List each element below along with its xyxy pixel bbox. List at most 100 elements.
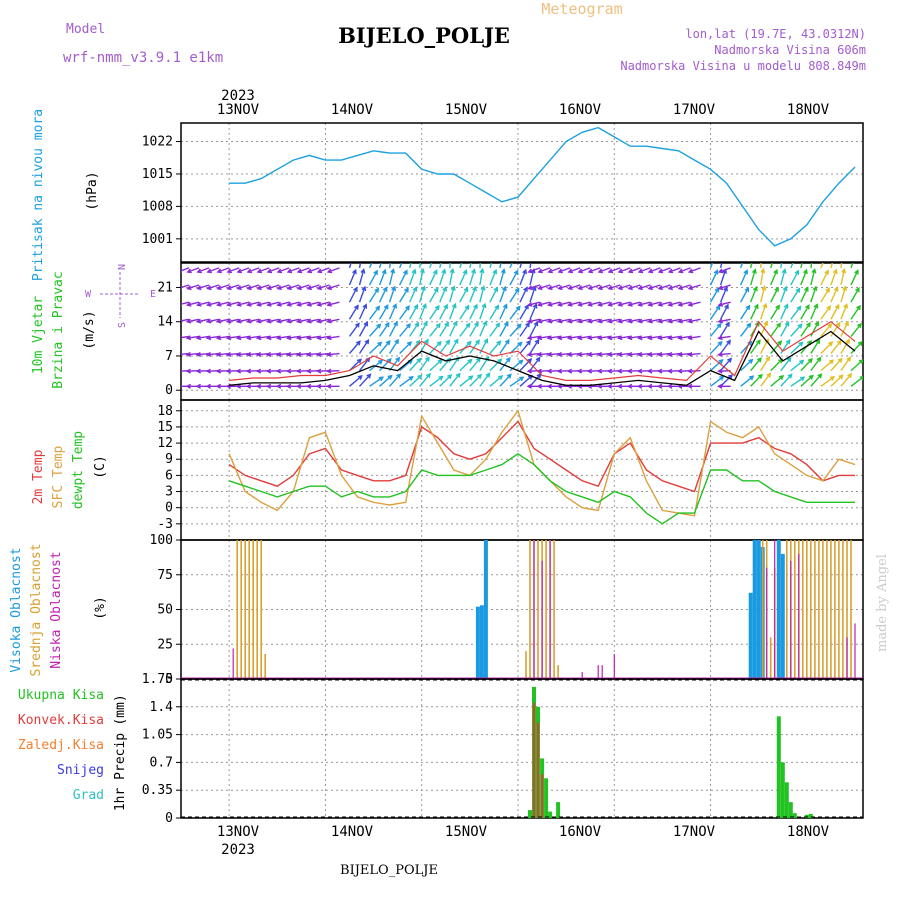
wind-arrow (509, 306, 521, 320)
wind-arrow-head (246, 318, 252, 324)
wind-arrow-head (744, 286, 749, 293)
wind-arrow (247, 318, 260, 323)
wind-arrow-head (255, 351, 262, 357)
year-label-bottom: 2023 (221, 842, 255, 858)
wind-arrow-head (443, 303, 448, 310)
wind-arrow-head (547, 301, 553, 307)
wind-arrow-head (387, 374, 393, 380)
wind-arrow (558, 352, 571, 356)
cloud-bar-mid (842, 540, 844, 679)
wind-arrow-head (466, 340, 472, 346)
wind-arrow-head (366, 373, 372, 379)
wind-arrow-head (748, 358, 754, 364)
wind-arrow-head (494, 304, 500, 310)
wind-arrow-head (392, 303, 397, 309)
wind-compass: N W E S (85, 264, 156, 328)
wind-arrow (439, 269, 446, 286)
wind-arrow (668, 267, 681, 273)
wind-arrow (688, 318, 701, 323)
wind-arrow-head (786, 356, 792, 363)
wind-arrow-head (724, 303, 729, 310)
wind-arrow (638, 284, 651, 290)
wind-arrow (348, 269, 357, 286)
wind-arrow-head (763, 320, 769, 326)
wind-arrow (790, 288, 801, 303)
wind-arrow (399, 359, 413, 372)
wind-arrow (429, 263, 433, 269)
wind-arrow-head (527, 358, 533, 364)
wind-arrow (388, 304, 397, 320)
cloud-bar-mid (761, 540, 764, 679)
wind-arrow-head (647, 301, 653, 307)
cloud-bar-mid (822, 540, 824, 679)
wind-arrow (608, 318, 621, 323)
wind-ylabel: 10m Vjetar (31, 296, 46, 374)
wind-arrow-head (506, 373, 512, 379)
wind-arrow (588, 318, 601, 323)
wind-arrow-head (536, 351, 543, 357)
wind-arrow-head (813, 303, 819, 309)
cloud-bar-low (854, 623, 856, 679)
wind-arrow-head (811, 252, 815, 256)
wind-arrow (538, 267, 551, 273)
wind-arrow (830, 340, 842, 354)
wind-arrow-head (677, 268, 684, 274)
wind-arrow (307, 352, 320, 356)
wind-arrow-head (246, 285, 252, 291)
wind-arrow-head (376, 323, 382, 329)
wind-arrow-head (465, 322, 471, 328)
wind-arrow (618, 267, 631, 273)
cloud-bar-high (479, 605, 484, 679)
wind-arrow (840, 304, 848, 320)
wind-arrow-head (546, 368, 553, 374)
wind-arrow (237, 352, 250, 356)
wind-arrow-head (296, 268, 303, 274)
wind-arrow-head (235, 351, 242, 357)
wind-arrow-head (285, 383, 292, 389)
wind-arrow (327, 335, 340, 339)
wind-arrow-head (216, 285, 222, 291)
wind-arrow-head (422, 303, 427, 309)
wind-arrow (449, 286, 455, 303)
y-tick-label: 1008 (142, 199, 173, 214)
wind-arrow-head (596, 335, 603, 341)
cloud-bar-low (798, 553, 800, 679)
wind-arrow (519, 269, 527, 286)
wind-arrow (790, 306, 802, 320)
wind-arrow-head (576, 351, 583, 357)
wind-arrow-head (546, 351, 553, 357)
wind-arrow (419, 321, 428, 337)
wind-arrow (760, 356, 770, 372)
wind-arrow (800, 287, 809, 303)
wind-arrow-head (473, 303, 478, 309)
wind-arrow-head (587, 301, 593, 307)
wind-arrow (568, 267, 581, 273)
cloud-bar-high (776, 540, 781, 679)
wind-arrow (207, 301, 220, 306)
wind-arrow (719, 322, 730, 337)
wind-arrow (237, 267, 250, 273)
wind-arrow (740, 323, 751, 337)
y-tick-label: 14 (157, 315, 173, 330)
wind-arrow (578, 318, 591, 323)
wind-arrow-head (266, 318, 272, 324)
bottom-day-label: 14NOV (331, 824, 374, 840)
precip-bar-total (784, 782, 789, 818)
wind-arrow (187, 335, 200, 339)
wind-arrow (760, 373, 771, 387)
wind-arrow (327, 369, 340, 372)
wind-arrow (780, 374, 793, 387)
wind-arrow-head (566, 351, 573, 357)
wind-arrow (181, 352, 190, 356)
wind-arrow-head (296, 301, 302, 307)
wind-arrow-head (276, 301, 282, 307)
wind-arrow (257, 284, 270, 290)
wind-arrow-head (275, 383, 282, 389)
precip-legend-snow: Snijeg (57, 763, 104, 778)
wind-arrow (770, 287, 779, 303)
wind-arrow-head (606, 383, 613, 389)
wind-arrow (469, 374, 482, 387)
wind-arrow-head (753, 303, 759, 309)
wind-arrow (267, 301, 280, 306)
wind-arrow-head (503, 321, 509, 327)
